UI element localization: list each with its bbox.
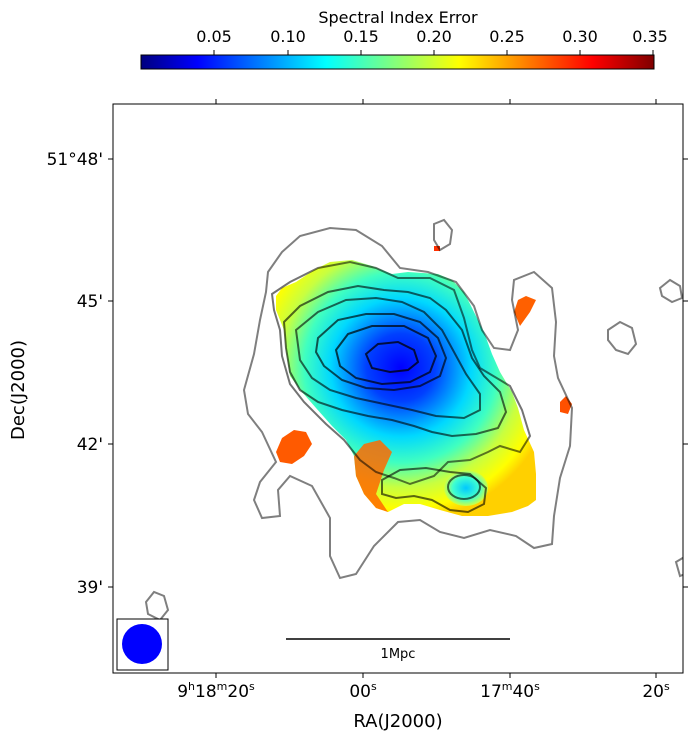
x-tick-label: 20s [642, 680, 670, 702]
x-tick-label: 17m40s [480, 680, 540, 702]
error-map-red-edge [354, 440, 392, 512]
colorbar-gradient [140, 54, 655, 70]
contour-edge-source-right [658, 278, 683, 304]
contour-level-4 [294, 296, 481, 420]
colorbar-tick-label: 0.15 [343, 27, 379, 46]
colorbar-ticks [213, 50, 654, 55]
x-axis-label: RA(J2000) [353, 711, 442, 732]
contour-level-2 [270, 260, 532, 486]
scale-bar-label: 1Mpc [381, 647, 416, 662]
sky-map: 1Mpc [116, 218, 683, 671]
plot-frame [112, 103, 684, 674]
beam-indicator [116, 618, 169, 671]
contours [144, 218, 683, 622]
contour-east-source [607, 320, 638, 356]
y-ticks [108, 158, 688, 588]
y-axis-label: Dec(J2000) [8, 340, 29, 440]
x-tick-label: 9h18m20s [177, 680, 255, 702]
contour-north-source [433, 218, 454, 252]
y-tick-label: 42' [77, 435, 103, 455]
error-map-west-patch [276, 430, 312, 464]
colorbar-tick-label: 0.30 [562, 27, 598, 46]
colorbar-tick-label: 0.20 [416, 27, 452, 46]
contour-level-5 [314, 313, 448, 392]
colorbar-tick-label: 0.25 [489, 27, 525, 46]
x-ticks [215, 99, 657, 678]
beam-circle [122, 624, 162, 664]
x-tick-label: 00s [349, 680, 377, 702]
colorbar: Spectral Index Error 0.05 0.10 0.15 0.20… [140, 8, 668, 70]
contour-level-3 [282, 284, 508, 438]
contour-level-1 [242, 226, 574, 580]
y-tick-label: 39' [77, 578, 103, 598]
y-tick-label: 51°48' [47, 150, 103, 170]
colorbar-tick-label: 0.35 [632, 27, 668, 46]
contour-south-blob [381, 466, 488, 514]
colorbar-tick-label: 0.05 [196, 27, 232, 46]
contour-sw-source [144, 590, 170, 622]
scale-bar: 1Mpc [286, 638, 510, 662]
colorbar-tick-label: 0.10 [270, 27, 306, 46]
contour-south-blob-inner [447, 474, 481, 500]
contour-level-7 [364, 340, 420, 374]
error-map-tiny-patch [434, 246, 440, 251]
error-map [276, 246, 572, 516]
y-tick-label: 45' [77, 292, 103, 312]
contour-level-6 [334, 325, 438, 386]
error-map-east-patch [514, 296, 536, 326]
colorbar-title: Spectral Index Error [318, 8, 478, 27]
